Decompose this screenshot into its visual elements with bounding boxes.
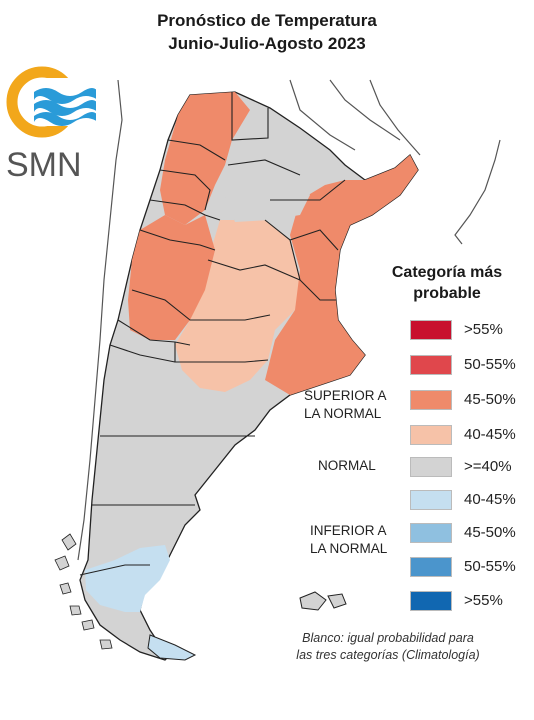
legend-swatch (410, 557, 452, 577)
malvinas-islands (299, 591, 347, 611)
legend-group-inferior-line1: INFERIOR A (310, 523, 387, 538)
province-borders (79, 92, 346, 576)
zone-warm-strong-west (128, 215, 215, 340)
legend-title: Categoría más probable (372, 262, 522, 304)
legend-swatch (410, 320, 452, 340)
legend-group-inferior-line2: LA NORMAL (310, 541, 388, 556)
legend-swatch (410, 390, 452, 410)
legend-group-superior: SUPERIOR A LA NORMAL (304, 387, 387, 423)
zone-warm-strong-east (265, 155, 418, 395)
legend-label: 45-50% (464, 524, 516, 541)
legend-swatch (410, 457, 452, 477)
legend-group-superior-line1: SUPERIOR A (304, 388, 387, 403)
legend-group-superior-line2: LA NORMAL (304, 406, 382, 421)
legend-label: 45-50% (464, 391, 516, 408)
legend-swatch (410, 591, 452, 611)
map-title: Pronóstico de Temperatura (157, 11, 377, 30)
zone-warm-strong-north (160, 92, 250, 225)
legend-swatch (410, 490, 452, 510)
logo-text: SMN (6, 146, 82, 182)
note-line1: Blanco: igual probabilidad para (302, 631, 474, 645)
legend-title-line2: probable (413, 285, 481, 302)
legend-label: >55% (464, 321, 503, 338)
legend-label: 40-45% (464, 491, 516, 508)
neighbor-borders (77, 79, 501, 561)
legend-title-line1: Categoría más (391, 264, 503, 281)
legend-label: >=40% (464, 458, 512, 475)
zone-normal-north (225, 140, 310, 222)
legend-swatch (410, 523, 452, 543)
smn-logo: SMN (6, 66, 96, 182)
legend-group-inferior: INFERIOR A LA NORMAL (310, 522, 387, 558)
legend-group-normal: NORMAL (318, 458, 376, 473)
coastal-islands (54, 533, 113, 650)
zone-cold-tdf (147, 634, 197, 661)
zone-warm-mild (175, 220, 300, 392)
legend-label: >55% (464, 592, 503, 609)
map-subtitle: Junio-Julio-Agosto 2023 (168, 34, 366, 53)
legend-label: 50-55% (464, 558, 516, 575)
legend-label: 40-45% (464, 426, 516, 443)
note-line2: las tres categorías (Climatología) (296, 648, 480, 662)
climatology-note: Blanco: igual probabilidad para las tres… (258, 630, 518, 664)
legend-swatch (410, 425, 452, 445)
legend-label: 50-55% (464, 356, 516, 373)
zone-cold-south (85, 545, 170, 612)
legend-swatch (410, 355, 452, 375)
